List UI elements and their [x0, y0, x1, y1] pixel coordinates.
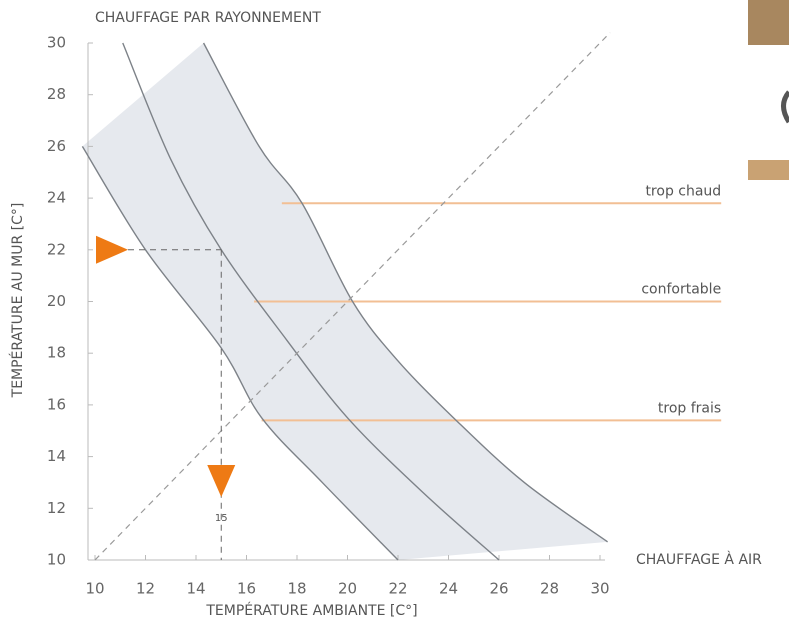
x-tick-label: 20 [338, 580, 357, 598]
photo-fragment [748, 0, 789, 45]
x-tick-label: 18 [287, 580, 306, 598]
y-tick-label: 12 [47, 499, 66, 517]
y-axis-label: TEMPÉRATURE AU MUR [C°] [9, 203, 26, 399]
threshold-label: confortable [641, 282, 721, 298]
y-tick-label: 30 [47, 34, 66, 52]
x-tick-label: 14 [186, 580, 205, 598]
x-tick-label: 30 [590, 580, 609, 598]
y-tick-label: 10 [47, 551, 66, 569]
x-tick-label: 12 [136, 580, 155, 598]
threshold-label: trop chaud [645, 183, 721, 199]
x-tick-label: 28 [540, 580, 559, 598]
x-tick-label: 10 [85, 580, 104, 598]
side-label: CHAUFFAGE À AIR [636, 551, 762, 568]
comfort-curve [122, 42, 500, 561]
y-tick-label: 18 [47, 344, 66, 362]
y-tick-label: 20 [47, 292, 66, 310]
chart-title: CHAUFFAGE PAR RAYONNEMENT [95, 10, 321, 26]
marker-label: 15 [215, 513, 228, 524]
equality-line [94, 32, 611, 561]
y-tick-label: 26 [47, 137, 66, 155]
photo-fragment [781, 90, 789, 124]
y-tick-label: 28 [47, 85, 66, 103]
arrow-down [207, 465, 236, 497]
y-tick-label: 16 [47, 395, 66, 413]
y-tick-label: 14 [47, 447, 66, 465]
y-tick-label: 22 [47, 240, 66, 258]
threshold-label: trop frais [658, 400, 721, 416]
x-tick-label: 24 [439, 580, 458, 598]
x-tick-label: 22 [388, 580, 407, 598]
comfort-curve [202, 42, 608, 543]
arrow-right [96, 235, 128, 264]
y-tick-label: 24 [47, 189, 66, 207]
photo-fragment [748, 160, 789, 180]
x-axis-label: TEMPÉRATURE AMBIANTE [C°] [205, 602, 417, 619]
comfort-curve [81, 146, 399, 561]
x-tick-label: 16 [237, 580, 256, 598]
x-tick-label: 26 [489, 580, 508, 598]
